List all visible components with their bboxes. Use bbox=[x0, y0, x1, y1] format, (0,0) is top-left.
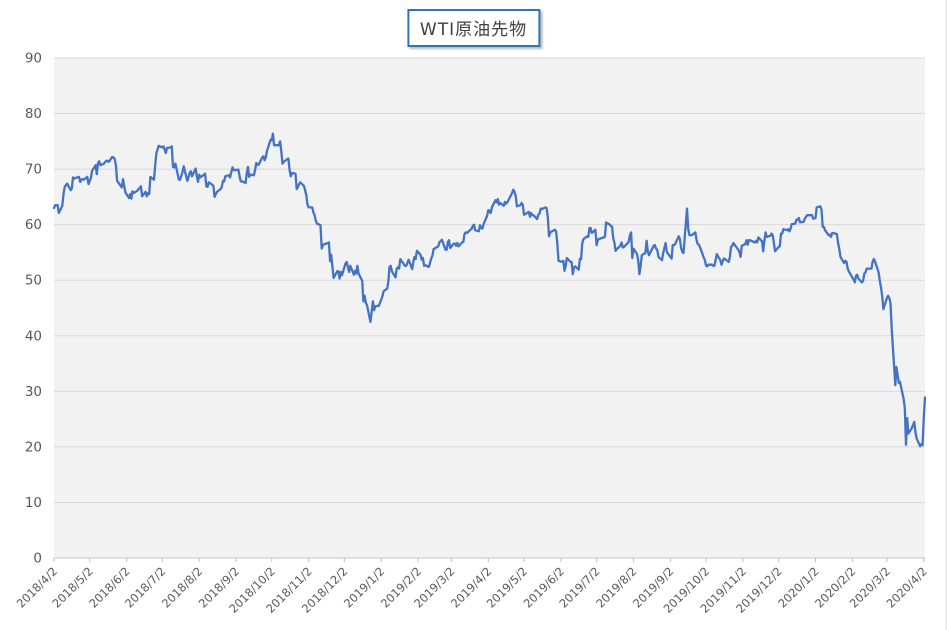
chart-title: WTI原油先物 bbox=[419, 20, 528, 40]
y-axis-tick-label: 60 bbox=[25, 217, 42, 233]
y-axis-tick-label: 20 bbox=[25, 439, 42, 455]
y-axis-tick-label: 50 bbox=[25, 273, 42, 289]
plot-area bbox=[54, 58, 925, 558]
y-axis-tick-label: 40 bbox=[25, 328, 42, 344]
y-axis-tick-label: 80 bbox=[25, 106, 42, 122]
y-axis-tick-label: 70 bbox=[25, 162, 42, 178]
y-axis-tick-label: 0 bbox=[33, 551, 42, 567]
price-line-series bbox=[52, 132, 927, 448]
chart-title-box: WTI原油先物 bbox=[406, 9, 541, 47]
y-axis-tick-label: 10 bbox=[25, 495, 42, 511]
y-axis-tick-label: 30 bbox=[25, 384, 42, 400]
y-axis-tick-label: 90 bbox=[25, 51, 42, 67]
x-axis-tick-label: 2020/4/2 bbox=[884, 564, 930, 610]
